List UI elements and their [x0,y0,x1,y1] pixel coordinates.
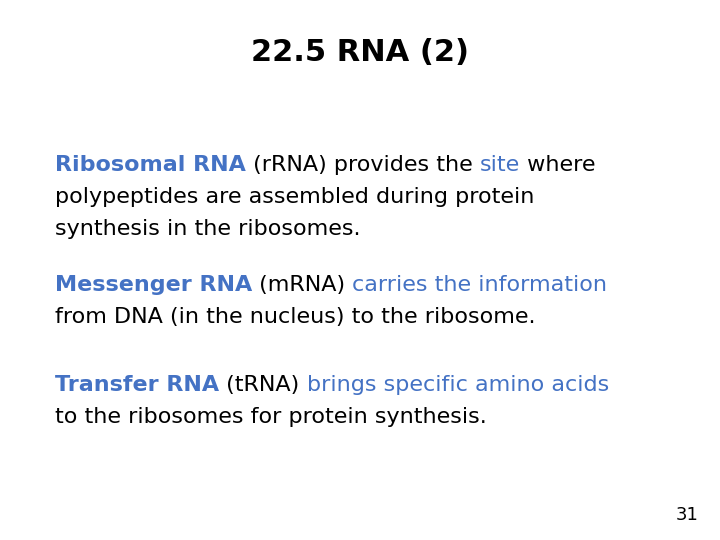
Text: 22.5 RNA (2): 22.5 RNA (2) [251,38,469,67]
Text: synthesis in the ribosomes.: synthesis in the ribosomes. [55,219,361,239]
Text: Transfer RNA: Transfer RNA [55,375,219,395]
Text: (mRNA): (mRNA) [252,275,353,295]
Text: to the ribosomes for protein synthesis.: to the ribosomes for protein synthesis. [55,407,487,427]
Text: from DNA (in the nucleus) to the ribosome.: from DNA (in the nucleus) to the ribosom… [55,307,536,327]
Text: 31: 31 [675,506,698,524]
Text: Ribosomal RNA: Ribosomal RNA [55,155,246,175]
Text: site: site [480,155,520,175]
Text: brings specific amino acids: brings specific amino acids [307,375,608,395]
Text: where: where [520,155,595,175]
Text: polypeptides are assembled during protein: polypeptides are assembled during protei… [55,187,534,207]
Text: carries the information: carries the information [353,275,608,295]
Text: (tRNA): (tRNA) [219,375,307,395]
Text: (rRNA) provides the: (rRNA) provides the [246,155,480,175]
Text: Messenger RNA: Messenger RNA [55,275,252,295]
